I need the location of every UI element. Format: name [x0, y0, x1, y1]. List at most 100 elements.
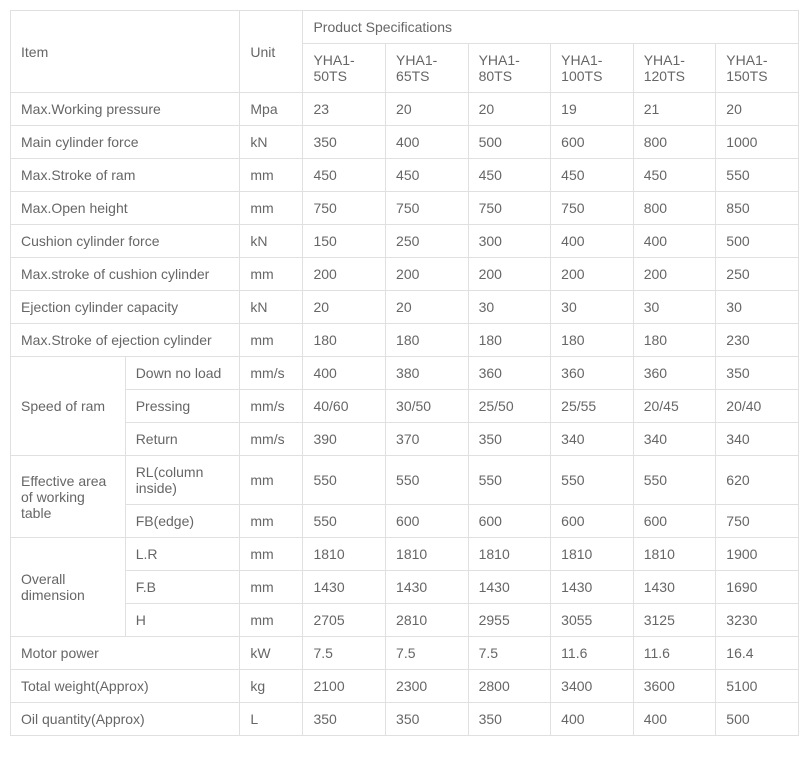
- model-5: YHA1-150TS: [716, 44, 799, 93]
- sub-cell: Return: [125, 423, 240, 456]
- value-cell: 550: [468, 456, 551, 505]
- value-cell: 180: [386, 324, 469, 357]
- value-cell: 230: [716, 324, 799, 357]
- value-cell: 1430: [468, 571, 551, 604]
- table-row: Total weight(Approx) kg 2100 2300 2800 3…: [11, 670, 799, 703]
- value-cell: 600: [468, 505, 551, 538]
- unit-cell: mm: [240, 159, 303, 192]
- group-cell: Effective area of working table: [11, 456, 126, 538]
- value-cell: 20/45: [633, 390, 716, 423]
- value-cell: 200: [551, 258, 634, 291]
- value-cell: 500: [716, 225, 799, 258]
- value-cell: 450: [303, 159, 386, 192]
- item-cell: Max.Stroke of ram: [11, 159, 240, 192]
- table-row: Speed of ram Down no load mm/s 400 380 3…: [11, 357, 799, 390]
- table-row: Max.Stroke of ram mm 450 450 450 450 450…: [11, 159, 799, 192]
- value-cell: 550: [303, 505, 386, 538]
- value-cell: 1000: [716, 126, 799, 159]
- value-cell: 40/60: [303, 390, 386, 423]
- table-row: Max.Open height mm 750 750 750 750 800 8…: [11, 192, 799, 225]
- header-unit: Unit: [240, 11, 303, 93]
- value-cell: 350: [303, 703, 386, 736]
- value-cell: 1430: [386, 571, 469, 604]
- unit-cell: mm: [240, 456, 303, 505]
- value-cell: 7.5: [468, 637, 551, 670]
- value-cell: 550: [633, 456, 716, 505]
- value-cell: 19: [551, 93, 634, 126]
- value-cell: 11.6: [633, 637, 716, 670]
- item-cell: Max.Open height: [11, 192, 240, 225]
- value-cell: 2705: [303, 604, 386, 637]
- value-cell: 600: [386, 505, 469, 538]
- value-cell: 400: [633, 225, 716, 258]
- value-cell: 500: [716, 703, 799, 736]
- value-cell: 20: [386, 93, 469, 126]
- value-cell: 30: [468, 291, 551, 324]
- value-cell: 20/40: [716, 390, 799, 423]
- value-cell: 550: [551, 456, 634, 505]
- value-cell: 750: [468, 192, 551, 225]
- table-row: FB(edge) mm 550 600 600 600 600 750: [11, 505, 799, 538]
- value-cell: 1690: [716, 571, 799, 604]
- value-cell: 550: [303, 456, 386, 505]
- model-2: YHA1-80TS: [468, 44, 551, 93]
- value-cell: 20: [468, 93, 551, 126]
- value-cell: 250: [386, 225, 469, 258]
- value-cell: 550: [386, 456, 469, 505]
- unit-cell: Mpa: [240, 93, 303, 126]
- table-row: Pressing mm/s 40/60 30/50 25/50 25/55 20…: [11, 390, 799, 423]
- item-cell: Max.Working pressure: [11, 93, 240, 126]
- value-cell: 350: [716, 357, 799, 390]
- value-cell: 30: [551, 291, 634, 324]
- value-cell: 500: [468, 126, 551, 159]
- model-0: YHA1-50TS: [303, 44, 386, 93]
- model-4: YHA1-120TS: [633, 44, 716, 93]
- value-cell: 350: [386, 703, 469, 736]
- value-cell: 850: [716, 192, 799, 225]
- value-cell: 21: [633, 93, 716, 126]
- value-cell: 180: [468, 324, 551, 357]
- value-cell: 7.5: [303, 637, 386, 670]
- value-cell: 2810: [386, 604, 469, 637]
- unit-cell: kN: [240, 291, 303, 324]
- value-cell: 2800: [468, 670, 551, 703]
- value-cell: 750: [386, 192, 469, 225]
- value-cell: 20: [303, 291, 386, 324]
- table-body: Item Unit Product Specifications YHA1-50…: [11, 11, 799, 736]
- value-cell: 350: [468, 703, 551, 736]
- value-cell: 400: [386, 126, 469, 159]
- item-cell: Cushion cylinder force: [11, 225, 240, 258]
- table-row: Max.Working pressure Mpa 23 20 20 19 21 …: [11, 93, 799, 126]
- table-row: Motor power kW 7.5 7.5 7.5 11.6 11.6 16.…: [11, 637, 799, 670]
- model-3: YHA1-100TS: [551, 44, 634, 93]
- value-cell: 620: [716, 456, 799, 505]
- value-cell: 750: [551, 192, 634, 225]
- table-row: F.B mm 1430 1430 1430 1430 1430 1690: [11, 571, 799, 604]
- value-cell: 340: [633, 423, 716, 456]
- model-1: YHA1-65TS: [386, 44, 469, 93]
- value-cell: 3125: [633, 604, 716, 637]
- table-row: Return mm/s 390 370 350 340 340 340: [11, 423, 799, 456]
- value-cell: 1430: [303, 571, 386, 604]
- unit-cell: kN: [240, 225, 303, 258]
- unit-cell: mm/s: [240, 357, 303, 390]
- item-cell: Total weight(Approx): [11, 670, 240, 703]
- spec-table: Item Unit Product Specifications YHA1-50…: [10, 10, 799, 736]
- value-cell: 350: [303, 126, 386, 159]
- value-cell: 180: [551, 324, 634, 357]
- item-cell: Ejection cylinder capacity: [11, 291, 240, 324]
- value-cell: 16.4: [716, 637, 799, 670]
- value-cell: 250: [716, 258, 799, 291]
- value-cell: 20: [716, 93, 799, 126]
- value-cell: 20: [386, 291, 469, 324]
- table-row: Overall dimension L.R mm 1810 1810 1810 …: [11, 538, 799, 571]
- value-cell: 2955: [468, 604, 551, 637]
- value-cell: 300: [468, 225, 551, 258]
- unit-cell: L: [240, 703, 303, 736]
- value-cell: 30: [633, 291, 716, 324]
- value-cell: 800: [633, 126, 716, 159]
- value-cell: 7.5: [386, 637, 469, 670]
- value-cell: 200: [303, 258, 386, 291]
- unit-cell: kg: [240, 670, 303, 703]
- value-cell: 3055: [551, 604, 634, 637]
